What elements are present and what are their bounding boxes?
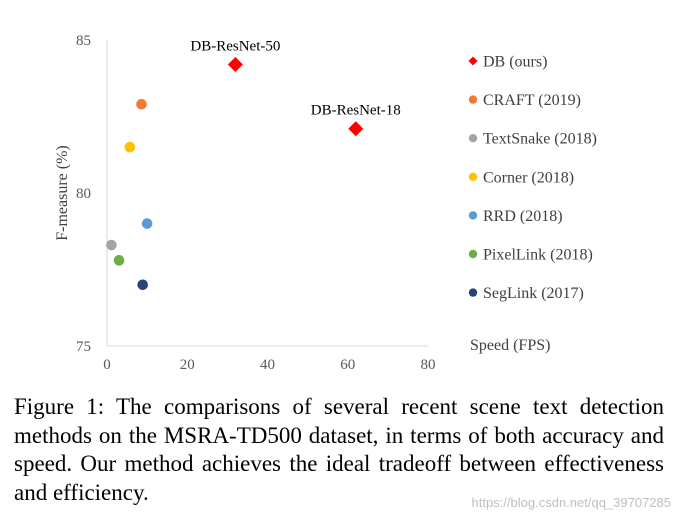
data-point-diamond: [227, 56, 243, 72]
legend-marker: [468, 56, 478, 66]
data-label: DB-ResNet-50: [190, 38, 280, 54]
x-tick-label: 0: [103, 357, 111, 373]
y-tick-label: 85: [76, 33, 91, 49]
data-point: [141, 218, 153, 229]
legend-marker: [468, 172, 478, 181]
legend-label: DB (ours): [483, 54, 547, 71]
data-point: [124, 141, 136, 153]
axes: 0 20 40 60 80 75 80 85 F-measure (%) Speed (FPS): [54, 33, 550, 373]
y-axis-title: F-measure (%): [54, 145, 71, 241]
legend-marker: [468, 211, 478, 220]
legend-label: TextSnake (2018): [483, 131, 597, 148]
data-points: DB-ResNet-50 DB-ResNet-18: [106, 38, 401, 291]
data-label: DB-ResNet-18: [311, 103, 401, 119]
y-tick-label: 80: [76, 186, 91, 202]
x-tick-label: 40: [260, 357, 275, 373]
legend-label: Corner (2018): [483, 169, 574, 186]
legend-marker: [468, 134, 478, 143]
legend: DB (ours) CRAFT (2019) TextSnake (2018) Cor…: [468, 54, 597, 302]
x-tick-label: 20: [180, 357, 195, 373]
x-tick-label: 80: [421, 357, 436, 373]
y-tick-label: 75: [76, 339, 91, 355]
data-point: [137, 279, 149, 291]
legend-marker: [468, 249, 478, 259]
figure-caption: Figure 1: The comparisons of several rec…: [14, 394, 664, 505]
legend-marker: [468, 95, 478, 104]
data-point: [136, 98, 147, 110]
x-tick-label: 60: [340, 357, 355, 373]
x-axis-title: Speed (FPS): [470, 337, 550, 354]
legend-marker: [468, 288, 478, 297]
data-point-diamond: [348, 121, 364, 137]
legend-label: PixelLink (2018): [483, 247, 593, 264]
watermark: https://blog.csdn.net/qq_39707285: [471, 495, 672, 510]
legend-label: CRAFT (2019): [483, 92, 581, 109]
data-point: [113, 255, 125, 266]
data-point: [106, 239, 117, 251]
legend-label: SegLink (2017): [483, 285, 584, 302]
legend-label: RRD (2018): [483, 208, 563, 225]
